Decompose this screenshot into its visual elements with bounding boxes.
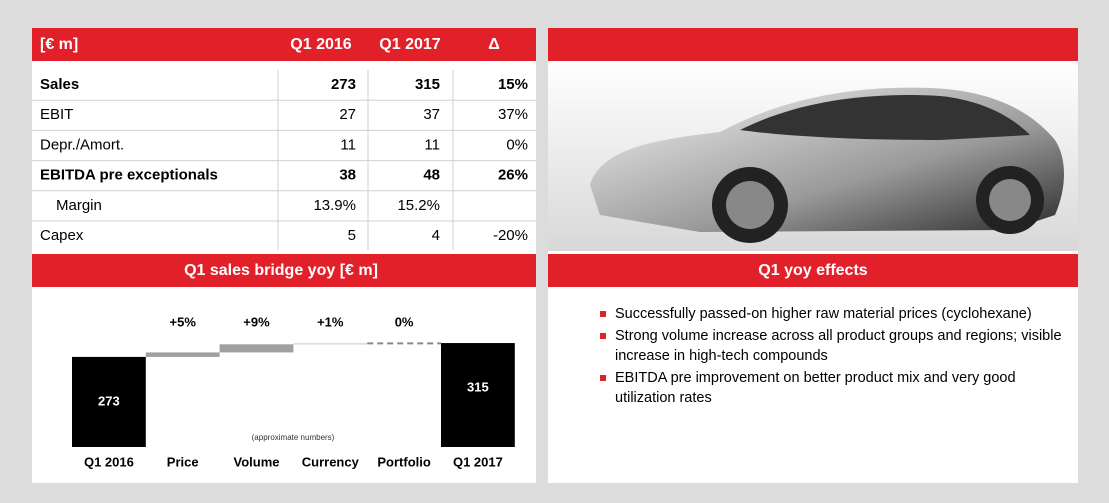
car-image — [548, 61, 1078, 251]
total-label: 273 — [98, 393, 120, 408]
table-cell: 11 — [340, 136, 356, 153]
step-label: 0% — [395, 314, 414, 329]
table-cell: 48 — [423, 167, 440, 184]
table-cell: 273 — [331, 76, 356, 93]
row-label: EBIT — [40, 106, 73, 123]
table-header-cell: [€ m] — [40, 36, 78, 53]
table-header-cell: Q1 2016 — [290, 36, 351, 53]
bridge-category: Currency — [302, 454, 360, 469]
effect-bullet: EBITDA pre improvement on better product… — [600, 368, 1070, 408]
effect-bullet: Successfully passed-on higher raw materi… — [600, 304, 1070, 324]
bridge-category: Q1 2016 — [84, 454, 134, 469]
table-cell: 37 — [423, 106, 440, 123]
table-cell: 37% — [498, 106, 528, 123]
row-label: Capex — [40, 227, 84, 244]
row-label: Margin — [56, 197, 102, 214]
bridge-category: Price — [167, 454, 199, 469]
table-cell: 15.2% — [397, 197, 440, 214]
step-bar — [146, 352, 220, 357]
row-label: Sales — [40, 76, 79, 93]
table-cell: 5 — [348, 227, 356, 244]
table-cell: 0% — [506, 136, 528, 153]
step-label: +5% — [170, 314, 197, 329]
table-cell: 4 — [432, 227, 440, 244]
table-cell: 315 — [415, 76, 440, 93]
table-header-cell: Q1 2017 — [379, 36, 440, 53]
table-cell: 11 — [424, 136, 440, 153]
bridge-title: Q1 sales bridge yoy [€ m] — [184, 262, 378, 279]
bridge-category: Volume — [234, 454, 280, 469]
effects-list: Successfully passed-on higher raw materi… — [600, 304, 1070, 410]
effects-title: Q1 yoy effects — [758, 262, 867, 279]
step-label: +9% — [243, 314, 270, 329]
bridge-category: Portfolio — [377, 454, 430, 469]
step-bar — [293, 343, 367, 344]
table-cell: -20% — [493, 227, 528, 244]
table-header-cell: Δ — [488, 36, 500, 53]
bridge-note: (approximate numbers) — [252, 433, 335, 442]
effect-bullet: Strong volume increase across all produc… — [600, 326, 1070, 366]
slide-canvas: Q1 sales bridge yoy [€ m] Q1 yoy effects… — [0, 0, 1109, 503]
right-header-bg — [548, 28, 1078, 61]
table-cell: 13.9% — [313, 197, 356, 214]
row-label: EBITDA pre exceptionals — [40, 167, 218, 184]
step-bar — [220, 344, 294, 352]
row-label: Depr./Amort. — [40, 136, 124, 153]
slide: Q1 sales bridge yoy [€ m] Q1 yoy effects… — [0, 0, 1109, 503]
table-cell: 27 — [339, 106, 356, 123]
table-cell: 38 — [339, 167, 356, 184]
step-label: +1% — [317, 314, 344, 329]
table-cell: 15% — [498, 76, 528, 93]
total-label: 315 — [467, 379, 489, 394]
total-bar — [441, 343, 515, 447]
table-header-bg — [32, 28, 536, 61]
table-cell: 26% — [498, 167, 528, 184]
bridge-category: Q1 2017 — [453, 454, 503, 469]
